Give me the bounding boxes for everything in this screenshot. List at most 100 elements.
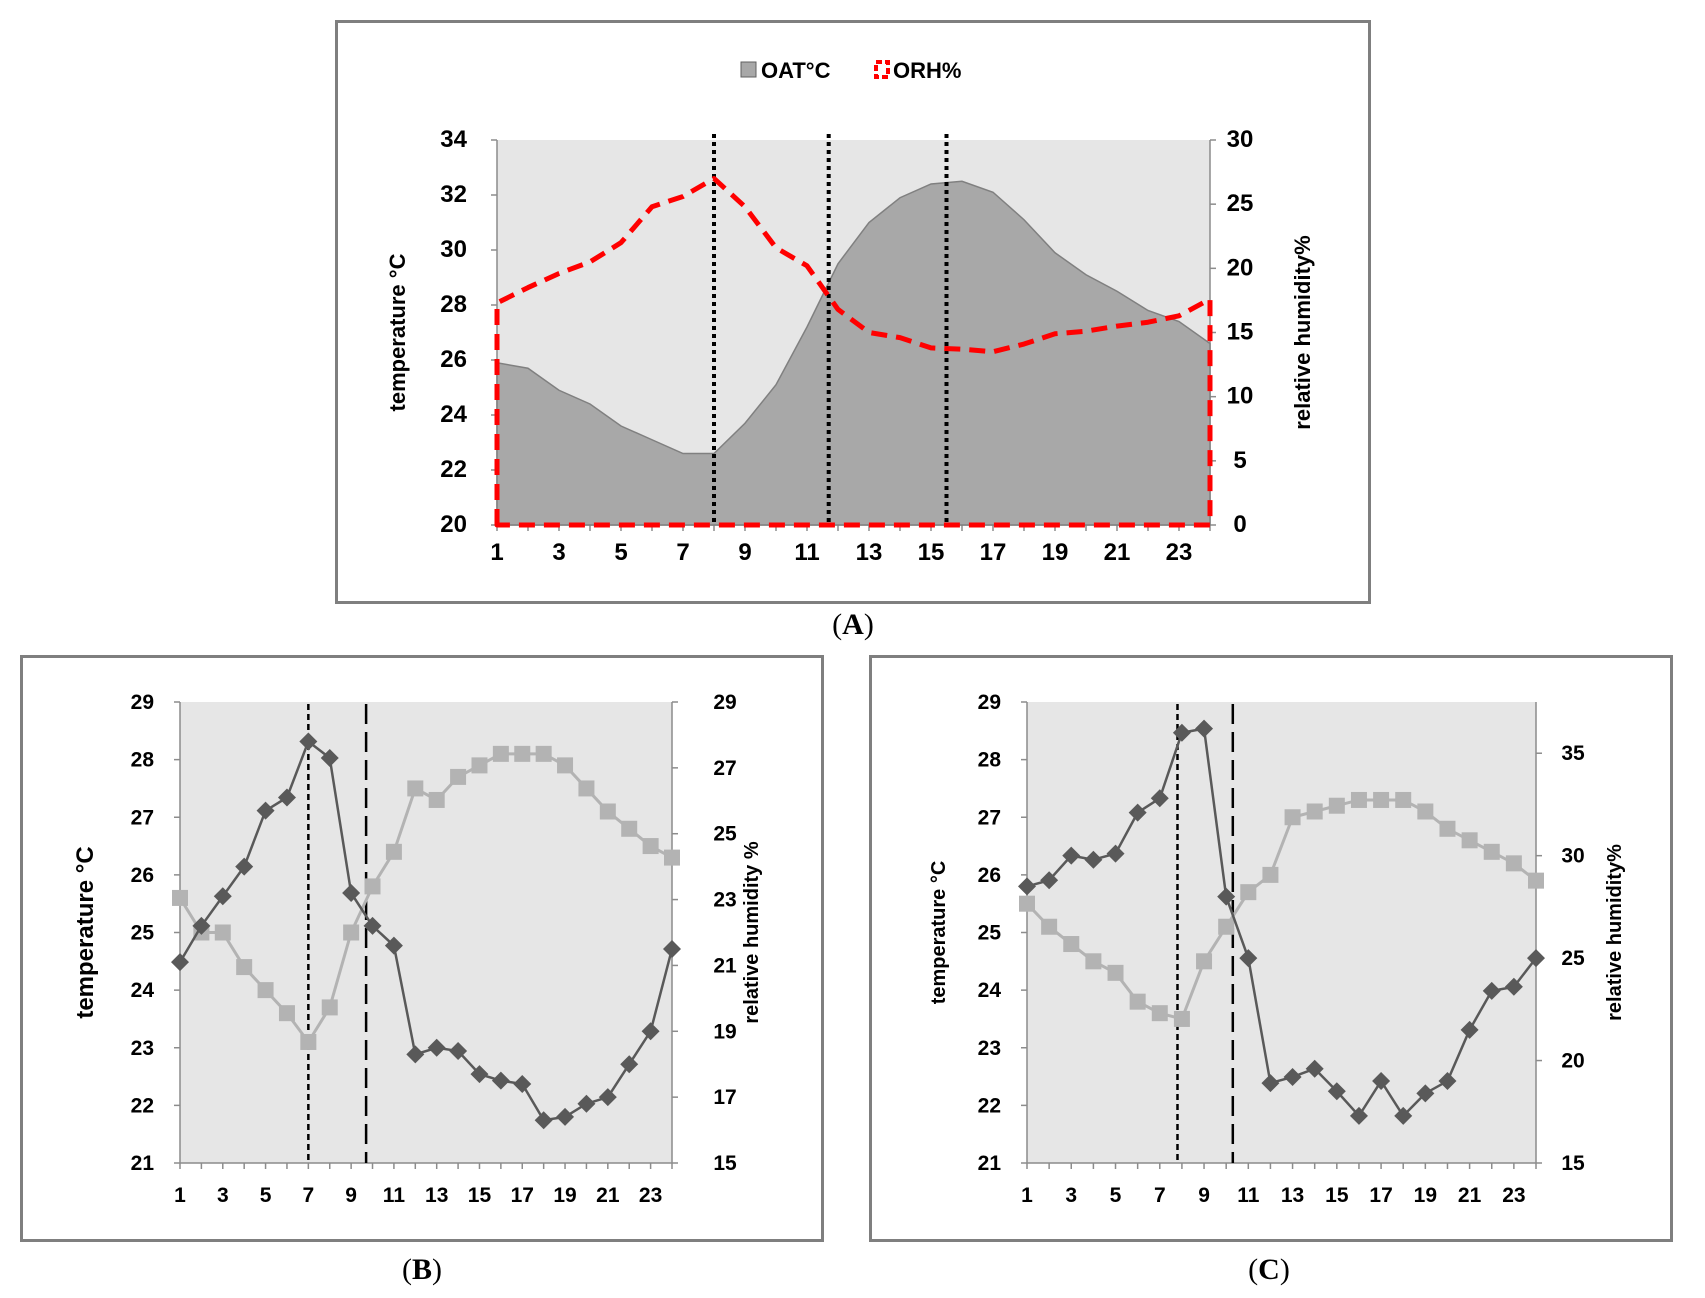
x-tick-label: 15 [918,539,945,566]
y-tick-label: 22 [440,456,467,483]
humidity-marker [235,857,254,876]
y-tick-label: 25 [131,922,155,945]
temperature-marker [514,745,531,762]
humidity-marker [641,1022,660,1041]
y-axis-title: temperature °C [928,861,950,1005]
y-tick-label: 24 [440,401,467,428]
humidity-marker [577,1094,596,1113]
caption-b: (B) [401,1253,442,1286]
humidity-marker [1040,871,1059,890]
temperature-marker [1218,918,1235,935]
x-tick-label: 7 [303,1184,315,1207]
temperature-marker [1063,936,1080,953]
humidity-marker [1504,977,1523,996]
temperature-marker [557,757,574,774]
y-tick-label: 32 [440,181,467,208]
x-tick-label: 23 [1166,539,1193,566]
temperature-marker [321,999,338,1016]
y-tick-label: 29 [978,691,1001,714]
temperature-marker [172,889,188,906]
plot-area [180,702,672,1163]
y2-tick-label: 20 [1227,254,1254,281]
y2-tick-label: 25 [713,823,737,846]
x-tick-label: 17 [980,539,1007,566]
y2-tick-label: 17 [713,1086,736,1109]
humidity-marker [256,801,275,820]
x-tick-label: 5 [1110,1184,1122,1207]
temperature-marker [642,838,659,855]
temperature-marker [1439,820,1456,837]
y-tick-label: 24 [131,979,155,1002]
y2-tick-label: 25 [1227,190,1254,217]
temperature-marker [1085,953,1102,970]
x-tick-label: 21 [1458,1184,1482,1207]
temperature-marker [278,1005,295,1022]
y-tick-label: 26 [440,346,467,373]
humidity-marker [620,1055,639,1074]
y2-tick-label: 27 [713,757,736,780]
temperature-marker [1019,895,1035,912]
y2-tick-label: 5 [1233,447,1246,474]
temperature-marker [364,878,381,895]
y-tick-label: 25 [978,922,1002,945]
y2-tick-label: 29 [713,691,736,714]
humidity-marker [406,1045,425,1064]
temperature-marker [471,757,488,774]
temperature-marker [1373,791,1390,808]
y-tick-label: 28 [440,291,467,318]
temperature-marker [1505,855,1522,872]
y-tick-label: 23 [978,1037,1001,1060]
humidity-marker [384,936,403,955]
y-tick-label: 22 [978,1094,1001,1117]
y-tick-label: 28 [131,749,155,772]
humidity-marker [556,1107,575,1126]
y2-tick-label: 23 [713,889,736,912]
x-tick-label: 11 [794,539,819,566]
temperature-marker [599,803,616,820]
temperature-marker [1461,832,1478,849]
humidity-marker [277,788,296,807]
x-tick-label: 19 [1414,1184,1437,1207]
humidity-marker [1394,1106,1413,1125]
humidity-marker [299,732,318,751]
caption-c-letter: C [1258,1253,1280,1286]
y2-tick-label: 15 [1561,1152,1585,1175]
x-tick-label: 1 [490,539,503,566]
x-tick-label: 17 [511,1184,534,1207]
temperature-marker [1395,791,1412,808]
humidity-marker [213,887,232,906]
y2-tick-label: 10 [1227,383,1254,410]
humidity-marker [1327,1082,1346,1101]
x-tick-label: 7 [1154,1184,1166,1207]
humidity-marker [1128,803,1147,822]
humidity-marker [1349,1106,1368,1125]
x-tick-label: 13 [1281,1184,1304,1207]
temperature-marker [236,959,253,976]
x-tick-label: 17 [1369,1184,1392,1207]
x-tick-label: 13 [425,1184,448,1207]
caption-a: (A) [832,608,874,641]
plot-area [1027,702,1536,1163]
humidity-marker [470,1065,489,1084]
humidity-marker [1195,719,1214,738]
y-axis-title: temperature °C [72,846,99,1018]
temperature-marker [300,1033,317,1050]
y-tick-label: 20 [440,511,467,538]
y2-tick-label: 30 [1561,845,1584,868]
x-tick-label: 3 [1065,1184,1077,1207]
humidity-marker [598,1088,617,1107]
temperature-marker [1417,803,1434,820]
x-tick-label: 9 [1198,1184,1210,1207]
x-tick-label: 1 [174,1184,186,1207]
humidity-marker [663,939,681,958]
y-axis-title: temperature °C [385,253,410,411]
humidity-marker [1084,850,1103,869]
humidity-marker [1372,1072,1391,1091]
temperature-marker [1306,803,1323,820]
temperature-marker [1284,809,1301,826]
y-tick-label: 30 [440,236,467,263]
x-tick-label: 23 [639,1184,662,1207]
